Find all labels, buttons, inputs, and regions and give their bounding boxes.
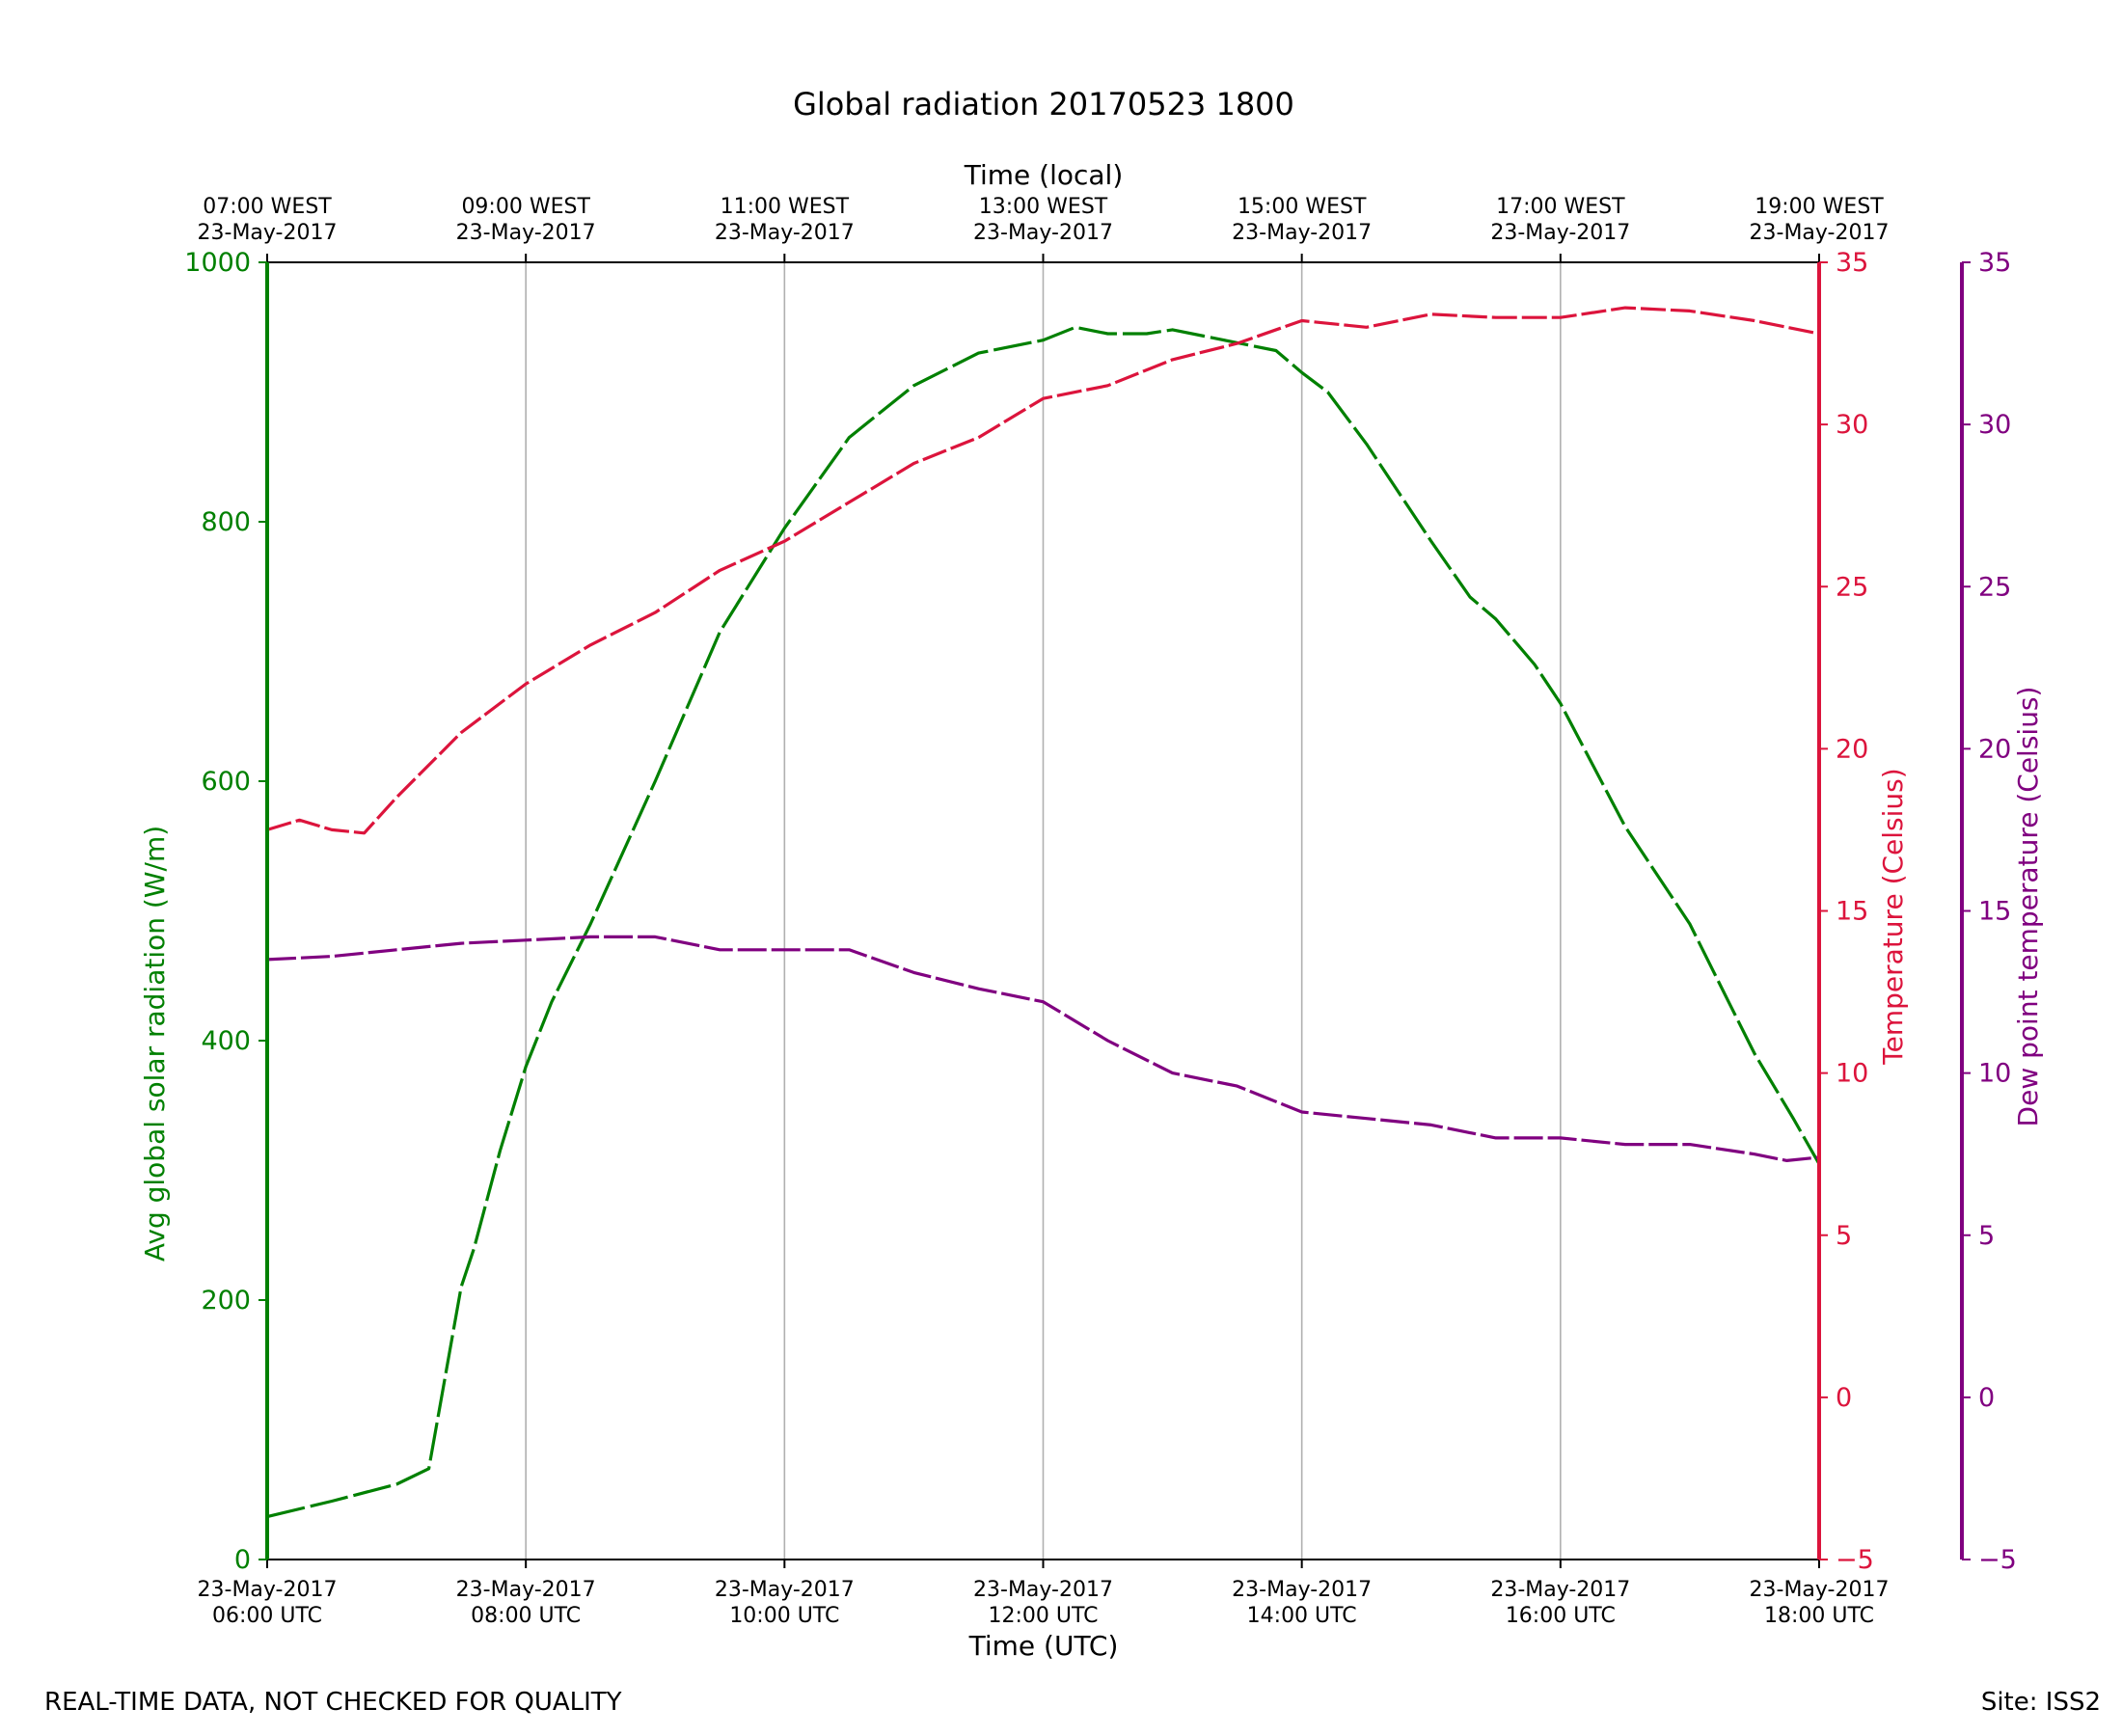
x-tick-label: 23-May-2017: [456, 1578, 596, 1602]
dew-point-tick-label: 20: [1978, 734, 2011, 764]
radiation-tick-label: 0: [234, 1545, 251, 1575]
x-axis-label: Time (UTC): [968, 1630, 1119, 1662]
x-tick-label: 23-May-2017: [1750, 1578, 1890, 1602]
top-axis-label: Time (local): [964, 159, 1124, 191]
x-tick-label: 23-May-2017: [1232, 1578, 1372, 1602]
top-x-tick-label: 13:00 WEST: [979, 195, 1108, 219]
top-x-tick-label: 23-May-2017: [1490, 221, 1630, 245]
data-quality-note: REAL-TIME DATA, NOT CHECKED FOR QUALITY: [44, 1688, 622, 1717]
temperature-tick-label: 20: [1836, 734, 1868, 764]
top-x-tick-label: 09:00 WEST: [461, 195, 590, 219]
x-tick-label: 12:00 UTC: [988, 1604, 1098, 1628]
x-tick-label: 10:00 UTC: [729, 1604, 839, 1628]
top-x-tick-label: 11:00 WEST: [721, 195, 850, 219]
series-line-temperature: [266, 306, 1820, 835]
x-tick-label: 06:00 UTC: [212, 1604, 322, 1628]
top-x-tick-label: 23-May-2017: [715, 221, 855, 245]
top-x-tick-label: 07:00 WEST: [203, 195, 332, 219]
x-tick-label: 23-May-2017: [973, 1578, 1113, 1602]
radiation-tick-label: 800: [201, 507, 251, 537]
temperature-tick-label: 30: [1836, 410, 1868, 440]
temperature-tick-label: 35: [1836, 248, 1868, 278]
temperature-tick-label: 0: [1836, 1383, 1852, 1413]
dew-point-tick-label: 25: [1978, 572, 2011, 602]
chart-title: Global radiation 20170523 1800: [793, 86, 1294, 122]
radiation-tick-label: 400: [201, 1026, 251, 1056]
top-x-tick-label: 23-May-2017: [456, 221, 596, 245]
dew-point-tick-label: 0: [1978, 1383, 1995, 1413]
x-tick-label: 23-May-2017: [198, 1578, 338, 1602]
radiation-tick-label: 200: [201, 1286, 251, 1316]
radiation-axis-label: Avg global solar radiation (W/m): [139, 826, 171, 1261]
top-x-tick-label: 23-May-2017: [1750, 221, 1890, 245]
site-label: Site: ISS2: [1980, 1688, 2101, 1717]
dew-point-tick-label: −5: [1978, 1545, 2017, 1575]
x-tick-label: 23-May-2017: [715, 1578, 855, 1602]
dew-point-tick-label: 10: [1978, 1059, 2011, 1089]
top-x-tick-label: 19:00 WEST: [1755, 195, 1884, 219]
x-tick-label: 14:00 UTC: [1247, 1604, 1357, 1628]
dew-point-axis-label: Dew point temperature (Celsius): [2012, 687, 2044, 1127]
temperature-tick-label: −5: [1836, 1545, 1874, 1575]
radiation-tick-label: 1000: [184, 248, 251, 278]
temperature-tick-label: 10: [1836, 1059, 1868, 1089]
dew-point-tick-label: 30: [1978, 410, 2011, 440]
top-x-tick-label: 23-May-2017: [973, 221, 1113, 245]
top-x-tick-label: 23-May-2017: [198, 221, 338, 245]
dew-point-tick-label: 15: [1978, 897, 2011, 927]
x-tick-label: 08:00 UTC: [471, 1604, 581, 1628]
x-tick-label: 23-May-2017: [1490, 1578, 1630, 1602]
x-tick-label: 16:00 UTC: [1506, 1604, 1616, 1628]
top-x-tick-label: 23-May-2017: [1232, 221, 1372, 245]
x-tick-label: 18:00 UTC: [1764, 1604, 1874, 1628]
dew-point-tick-label: 5: [1978, 1221, 1995, 1251]
temperature-tick-label: 15: [1836, 897, 1868, 927]
temperature-tick-label: 5: [1836, 1221, 1852, 1251]
temperature-axis-label: Temperature (Celsius): [1877, 768, 1909, 1065]
top-x-tick-label: 17:00 WEST: [1496, 195, 1625, 219]
radiation-tick-label: 600: [201, 767, 251, 797]
series-line-dew-point-temperature: [266, 935, 1820, 1163]
temperature-tick-label: 25: [1836, 572, 1868, 602]
series-line-avg-global-solar-radiation: [266, 325, 1821, 1519]
dew-point-tick-label: 35: [1978, 248, 2011, 278]
top-x-tick-label: 15:00 WEST: [1238, 195, 1367, 219]
